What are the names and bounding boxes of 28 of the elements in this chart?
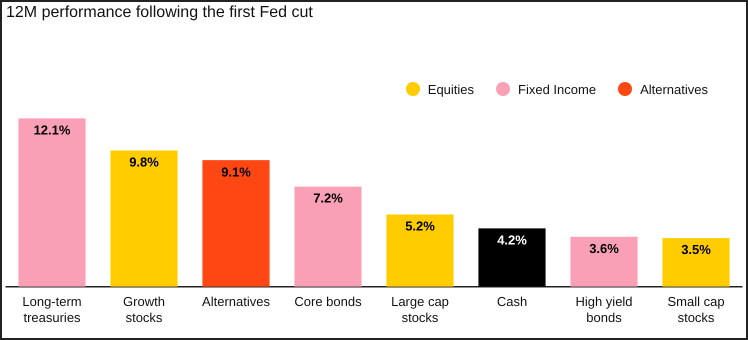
- data-label: 9.8%: [129, 154, 160, 170]
- legend-label: Equities: [426, 82, 474, 97]
- x-tick-label: Core bonds: [294, 294, 362, 310]
- data-label: 7.2%: [313, 190, 344, 206]
- bar: [18, 118, 86, 287]
- data-label: 4.2%: [497, 232, 528, 248]
- x-tick-label: Growth stocks: [123, 294, 165, 325]
- data-label: 9.1%: [221, 164, 252, 180]
- x-tick-label: Large cap stocks: [391, 294, 449, 325]
- data-label: 12.1%: [34, 122, 71, 138]
- x-tick-label: Long-term treasuries: [22, 294, 82, 325]
- x-tick-label: Alternatives: [202, 294, 270, 310]
- bar: [478, 228, 546, 287]
- bar: [202, 160, 270, 287]
- chart-title: 12M performance following the first Fed cut: [6, 4, 313, 22]
- bar: [662, 238, 730, 287]
- data-label: 3.6%: [589, 240, 620, 256]
- bar: [110, 150, 178, 287]
- x-tick-label: Small cap stocks: [667, 294, 725, 325]
- legend-label: Alternatives: [639, 82, 708, 97]
- bar: [386, 214, 454, 287]
- bar: [570, 236, 638, 287]
- data-label: 3.5%: [681, 242, 712, 258]
- legend-label: Fixed Income: [517, 82, 596, 97]
- bar: [294, 186, 362, 287]
- data-label: 5.2%: [405, 218, 436, 234]
- x-tick-label: High yield bonds: [575, 294, 633, 325]
- x-tick-label: Cash: [496, 294, 528, 310]
